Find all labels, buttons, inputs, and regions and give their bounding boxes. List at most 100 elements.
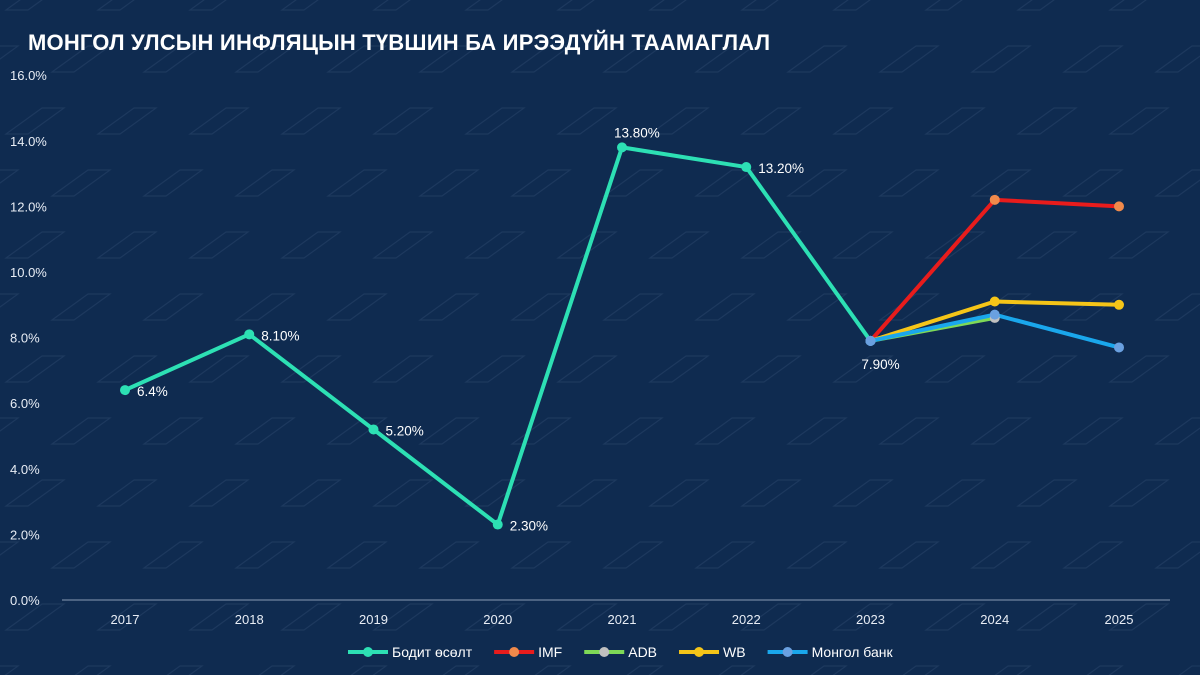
pattern-shape (740, 603, 802, 631)
pattern-shape (1016, 479, 1078, 507)
pattern-shape (142, 293, 204, 321)
pattern-shape (50, 417, 112, 445)
y-tick-label: 10.0% (10, 265, 47, 280)
pattern-shape (510, 45, 572, 73)
pattern-shape (418, 541, 480, 569)
pattern-shape (464, 0, 503, 11)
pattern-shape (970, 45, 1032, 73)
pattern-shape (188, 231, 250, 259)
pattern-shape (602, 169, 664, 197)
pattern-shape (1016, 603, 1078, 631)
data-label: 5.20% (386, 423, 424, 438)
pattern-shape (1062, 417, 1124, 445)
pattern-shape (1108, 603, 1170, 631)
pattern-shape (96, 0, 135, 11)
pattern-shape (166, 665, 204, 675)
chart-title: МОНГОЛ УЛСЫН ИНФЛЯЦЫН ТҮВШИН БА ИРЭЭДҮЙН… (28, 30, 771, 55)
legend-item-0: Бодит өсөлт (348, 644, 473, 660)
data-point (989, 296, 1000, 307)
legend-label: WB (723, 644, 746, 660)
pattern-shape (1108, 231, 1170, 259)
pattern-shape (786, 541, 848, 569)
pattern-shape (372, 603, 434, 631)
pattern-shape (648, 355, 710, 383)
pattern-shape (924, 355, 986, 383)
pattern-shape (372, 355, 434, 383)
data-point (492, 519, 503, 530)
pattern-shape (648, 479, 710, 507)
pattern-shape (832, 479, 894, 507)
pattern-shape (142, 417, 204, 445)
pattern-shape (4, 231, 66, 259)
pattern-shape (0, 665, 20, 675)
data-point (1114, 201, 1124, 212)
pattern-shape (464, 231, 526, 259)
pattern-shape (740, 0, 779, 11)
data-point (741, 162, 752, 173)
pattern-shape (188, 479, 250, 507)
pattern-shape (878, 417, 940, 445)
pattern-shape (1154, 417, 1200, 445)
pattern-shape (234, 541, 296, 569)
pattern-shape (602, 417, 664, 445)
pattern-shape (326, 541, 388, 569)
x-tick-label: 2022 (732, 612, 761, 627)
legend-item-1: IMF (494, 644, 562, 660)
pattern-shape (0, 417, 20, 432)
pattern-shape (832, 355, 894, 383)
pattern-shape (372, 479, 434, 507)
pattern-shape (142, 45, 204, 73)
series-line-Бодит өсөлт (124, 145, 873, 527)
pattern-shape (442, 665, 480, 675)
pattern-shape (50, 293, 112, 321)
data-label: 7.90% (861, 357, 899, 372)
pattern-shape (464, 479, 526, 507)
pattern-shape (924, 231, 986, 259)
pattern-shape (786, 417, 848, 445)
pattern-shape (50, 45, 112, 73)
pattern-shape (326, 169, 388, 197)
pattern-shape (142, 169, 204, 197)
pattern-shape (924, 603, 986, 631)
pattern-shape (96, 107, 158, 135)
pattern-shape (4, 355, 66, 383)
pattern-shape (74, 665, 112, 675)
pattern-shape (4, 107, 66, 135)
pattern-shape (1108, 0, 1147, 11)
pattern-shape (234, 169, 296, 197)
pattern-shape (1178, 665, 1200, 675)
pattern-shape (510, 169, 572, 197)
pattern-shape (602, 293, 664, 321)
data-label: 2.30% (510, 519, 548, 534)
pattern-shape (510, 293, 572, 321)
pattern-shape (970, 169, 1032, 197)
pattern-shape (464, 355, 526, 383)
y-tick-label: 12.0% (10, 199, 47, 214)
data-point (368, 424, 379, 435)
pattern-shape (0, 169, 20, 184)
pattern-shape (648, 603, 710, 631)
pattern-shape (0, 541, 20, 556)
y-tick-label: 14.0% (10, 134, 47, 149)
pattern-shape (878, 45, 940, 73)
pattern-shape (556, 0, 595, 11)
pattern-shape (1108, 355, 1170, 383)
data-point (989, 309, 1000, 320)
data-point (120, 385, 130, 396)
x-tick-label: 2023 (856, 612, 885, 627)
pattern-shape (1062, 169, 1124, 197)
pattern-shape (188, 355, 250, 383)
data-point (1114, 342, 1124, 353)
pattern-shape (258, 665, 296, 675)
pattern-shape (418, 417, 480, 445)
x-tick-label: 2017 (111, 612, 140, 627)
pattern-shape (648, 0, 687, 11)
data-point (865, 335, 876, 346)
legend-marker (694, 647, 705, 657)
legend-marker (509, 647, 520, 657)
pattern-shape (902, 665, 940, 675)
pattern-shape (96, 355, 158, 383)
pattern-shape (878, 169, 940, 197)
x-tick-label: 2020 (483, 612, 512, 627)
